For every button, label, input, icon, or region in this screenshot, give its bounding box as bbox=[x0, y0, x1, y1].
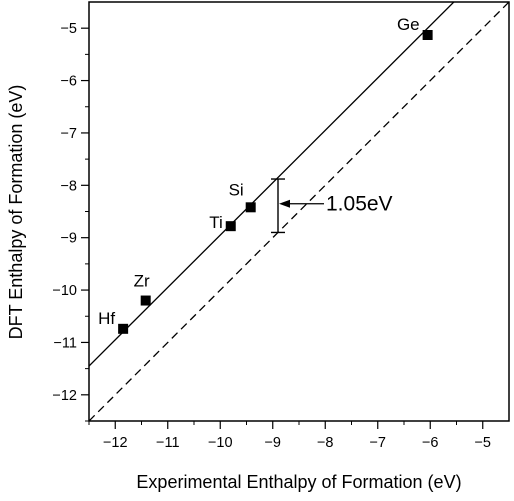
point-label-si: Si bbox=[229, 180, 244, 199]
offset-annotation-label: 1.05eV bbox=[326, 193, 393, 216]
x-axis-title: Experimental Enthalpy of Formation (eV) bbox=[136, 472, 461, 492]
y-tick-label: −5 bbox=[60, 21, 77, 37]
y-tick-label: −10 bbox=[52, 283, 77, 299]
point-label-hf: Hf bbox=[98, 309, 115, 328]
y-tick-label: −11 bbox=[53, 335, 77, 351]
x-tick-label: −11 bbox=[156, 435, 180, 451]
y-tick-label: −9 bbox=[60, 231, 77, 247]
x-tick-label: −9 bbox=[264, 435, 281, 451]
y-tick-label: −6 bbox=[60, 74, 77, 90]
parity-line-dashed bbox=[89, 2, 509, 421]
x-tick-label: −6 bbox=[422, 435, 439, 451]
y-tick-label: −8 bbox=[60, 178, 77, 194]
offset-arrow-head bbox=[279, 199, 290, 208]
y-axis-ticks: −12 −11 −10 −9 −8 −7 −6 −5 bbox=[52, 21, 89, 422]
y-tick-label: −12 bbox=[52, 388, 77, 404]
point-label-ti: Ti bbox=[209, 213, 223, 232]
point-label-zr: Zr bbox=[134, 272, 150, 291]
fit-line-solid bbox=[89, 2, 455, 367]
data-point-hf bbox=[118, 323, 129, 334]
data-point-si bbox=[245, 202, 256, 213]
offset-annotation: 1.05eV bbox=[271, 178, 393, 234]
y-axis-title: DFT Enthalpy of Formation (eV) bbox=[6, 85, 26, 340]
data-points: Ge Si Ti Zr Hf bbox=[98, 15, 433, 334]
point-label-ge: Ge bbox=[397, 15, 420, 34]
y-tick-label: −7 bbox=[60, 126, 77, 142]
x-tick-label: −7 bbox=[369, 435, 386, 451]
data-point-ti bbox=[225, 221, 236, 232]
x-tick-label: −10 bbox=[208, 435, 233, 451]
x-tick-label: −12 bbox=[103, 435, 128, 451]
data-point-zr bbox=[140, 295, 151, 306]
data-point-ge bbox=[422, 29, 433, 40]
x-axis-ticks: −12 −11 −10 −9 −8 −7 −6 −5 bbox=[88, 421, 491, 451]
x-tick-label: −8 bbox=[317, 435, 334, 451]
x-tick-label: −5 bbox=[474, 435, 491, 451]
